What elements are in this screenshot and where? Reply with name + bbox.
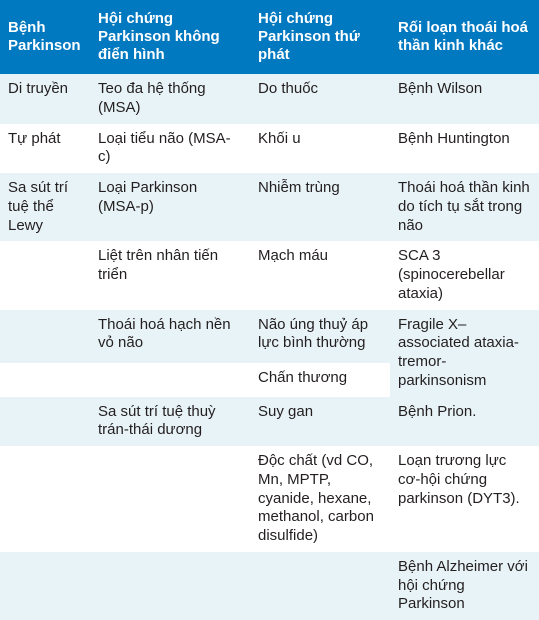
column-header: Hội chứng Parkinson thứ phát [250, 0, 390, 74]
table-cell [90, 552, 250, 620]
table-row: Sa sút trí tuệ thuỳ trán-thái dương Suy … [0, 397, 539, 447]
column-header: Bệnh Parkinson [0, 0, 90, 74]
table-cell: Fragile X–associated ataxia-tremor-parki… [390, 310, 539, 397]
table-row: Thoái hoá hạch nền vỏ não Não úng thuỷ á… [0, 310, 539, 364]
table-row: Tự phát Loại tiểu não (MSA-c) Khối u Bện… [0, 124, 539, 174]
table-cell [0, 310, 90, 364]
table-cell: Não úng thuỷ áp lực bình thường [250, 310, 390, 364]
classification-table: Bệnh Parkinson Hội chứng Parkinson không… [0, 0, 539, 620]
table-cell [0, 446, 90, 552]
table-cell: Di truyền [0, 74, 90, 124]
table-cell: Teo đa hệ thống (MSA) [90, 74, 250, 124]
table-cell: Bệnh Prion. [390, 397, 539, 447]
table-row: Độc chất (vd CO, Mn, MPTP, cyanide, hexa… [0, 446, 539, 552]
table-header-row: Bệnh Parkinson Hội chứng Parkinson không… [0, 0, 539, 74]
table-cell: Thoái hoá hạch nền vỏ não [90, 310, 250, 364]
table-cell: Thoái hoá thần kinh do tích tụ sắt trong… [390, 173, 539, 241]
table-cell: Bệnh Wilson [390, 74, 539, 124]
table-cell [0, 241, 90, 309]
table-cell: Sa sút trí tuệ thuỳ trán-thái dương [90, 397, 250, 447]
table-row: Liệt trên nhân tiến triển Mạch máu SCA 3… [0, 241, 539, 309]
table-cell: Chấn thương [250, 363, 390, 396]
table-cell [0, 397, 90, 447]
column-header: Hội chứng Parkinson không điển hình [90, 0, 250, 74]
table-cell [90, 446, 250, 552]
table-cell: Do thuốc [250, 74, 390, 124]
table-cell: Khối u [250, 124, 390, 174]
table-cell: Loại Parkinson (MSA-p) [90, 173, 250, 241]
table-row: Bệnh Alzheimer với hội chứng Parkinson [0, 552, 539, 620]
table-body: Di truyền Teo đa hệ thống (MSA) Do thuốc… [0, 74, 539, 620]
table-cell: Liệt trên nhân tiến triển [90, 241, 250, 309]
table-cell: Suy gan [250, 397, 390, 447]
table-cell: Nhiễm trùng [250, 173, 390, 241]
table-cell: Tự phát [0, 124, 90, 174]
table-row: Di truyền Teo đa hệ thống (MSA) Do thuốc… [0, 74, 539, 124]
table-cell: Bệnh Alzheimer với hội chứng Parkinson [390, 552, 539, 620]
table-cell: Bệnh Huntington [390, 124, 539, 174]
table-cell: Loạn trương lực cơ-hội chứng parkinson (… [390, 446, 539, 552]
table-cell: Mạch máu [250, 241, 390, 309]
table-cell [90, 363, 250, 396]
table-cell: Độc chất (vd CO, Mn, MPTP, cyanide, hexa… [250, 446, 390, 552]
table-cell: Sa sút trí tuệ thể Lewy [0, 173, 90, 241]
column-header: Rối loạn thoái hoá thần kinh khác [390, 0, 539, 74]
table-cell: Loại tiểu não (MSA-c) [90, 124, 250, 174]
table-cell [250, 552, 390, 620]
table-cell [0, 363, 90, 396]
table-cell: SCA 3 (spinocerebellar ataxia) [390, 241, 539, 309]
table-cell [0, 552, 90, 620]
table-row: Sa sút trí tuệ thể Lewy Loại Parkinson (… [0, 173, 539, 241]
